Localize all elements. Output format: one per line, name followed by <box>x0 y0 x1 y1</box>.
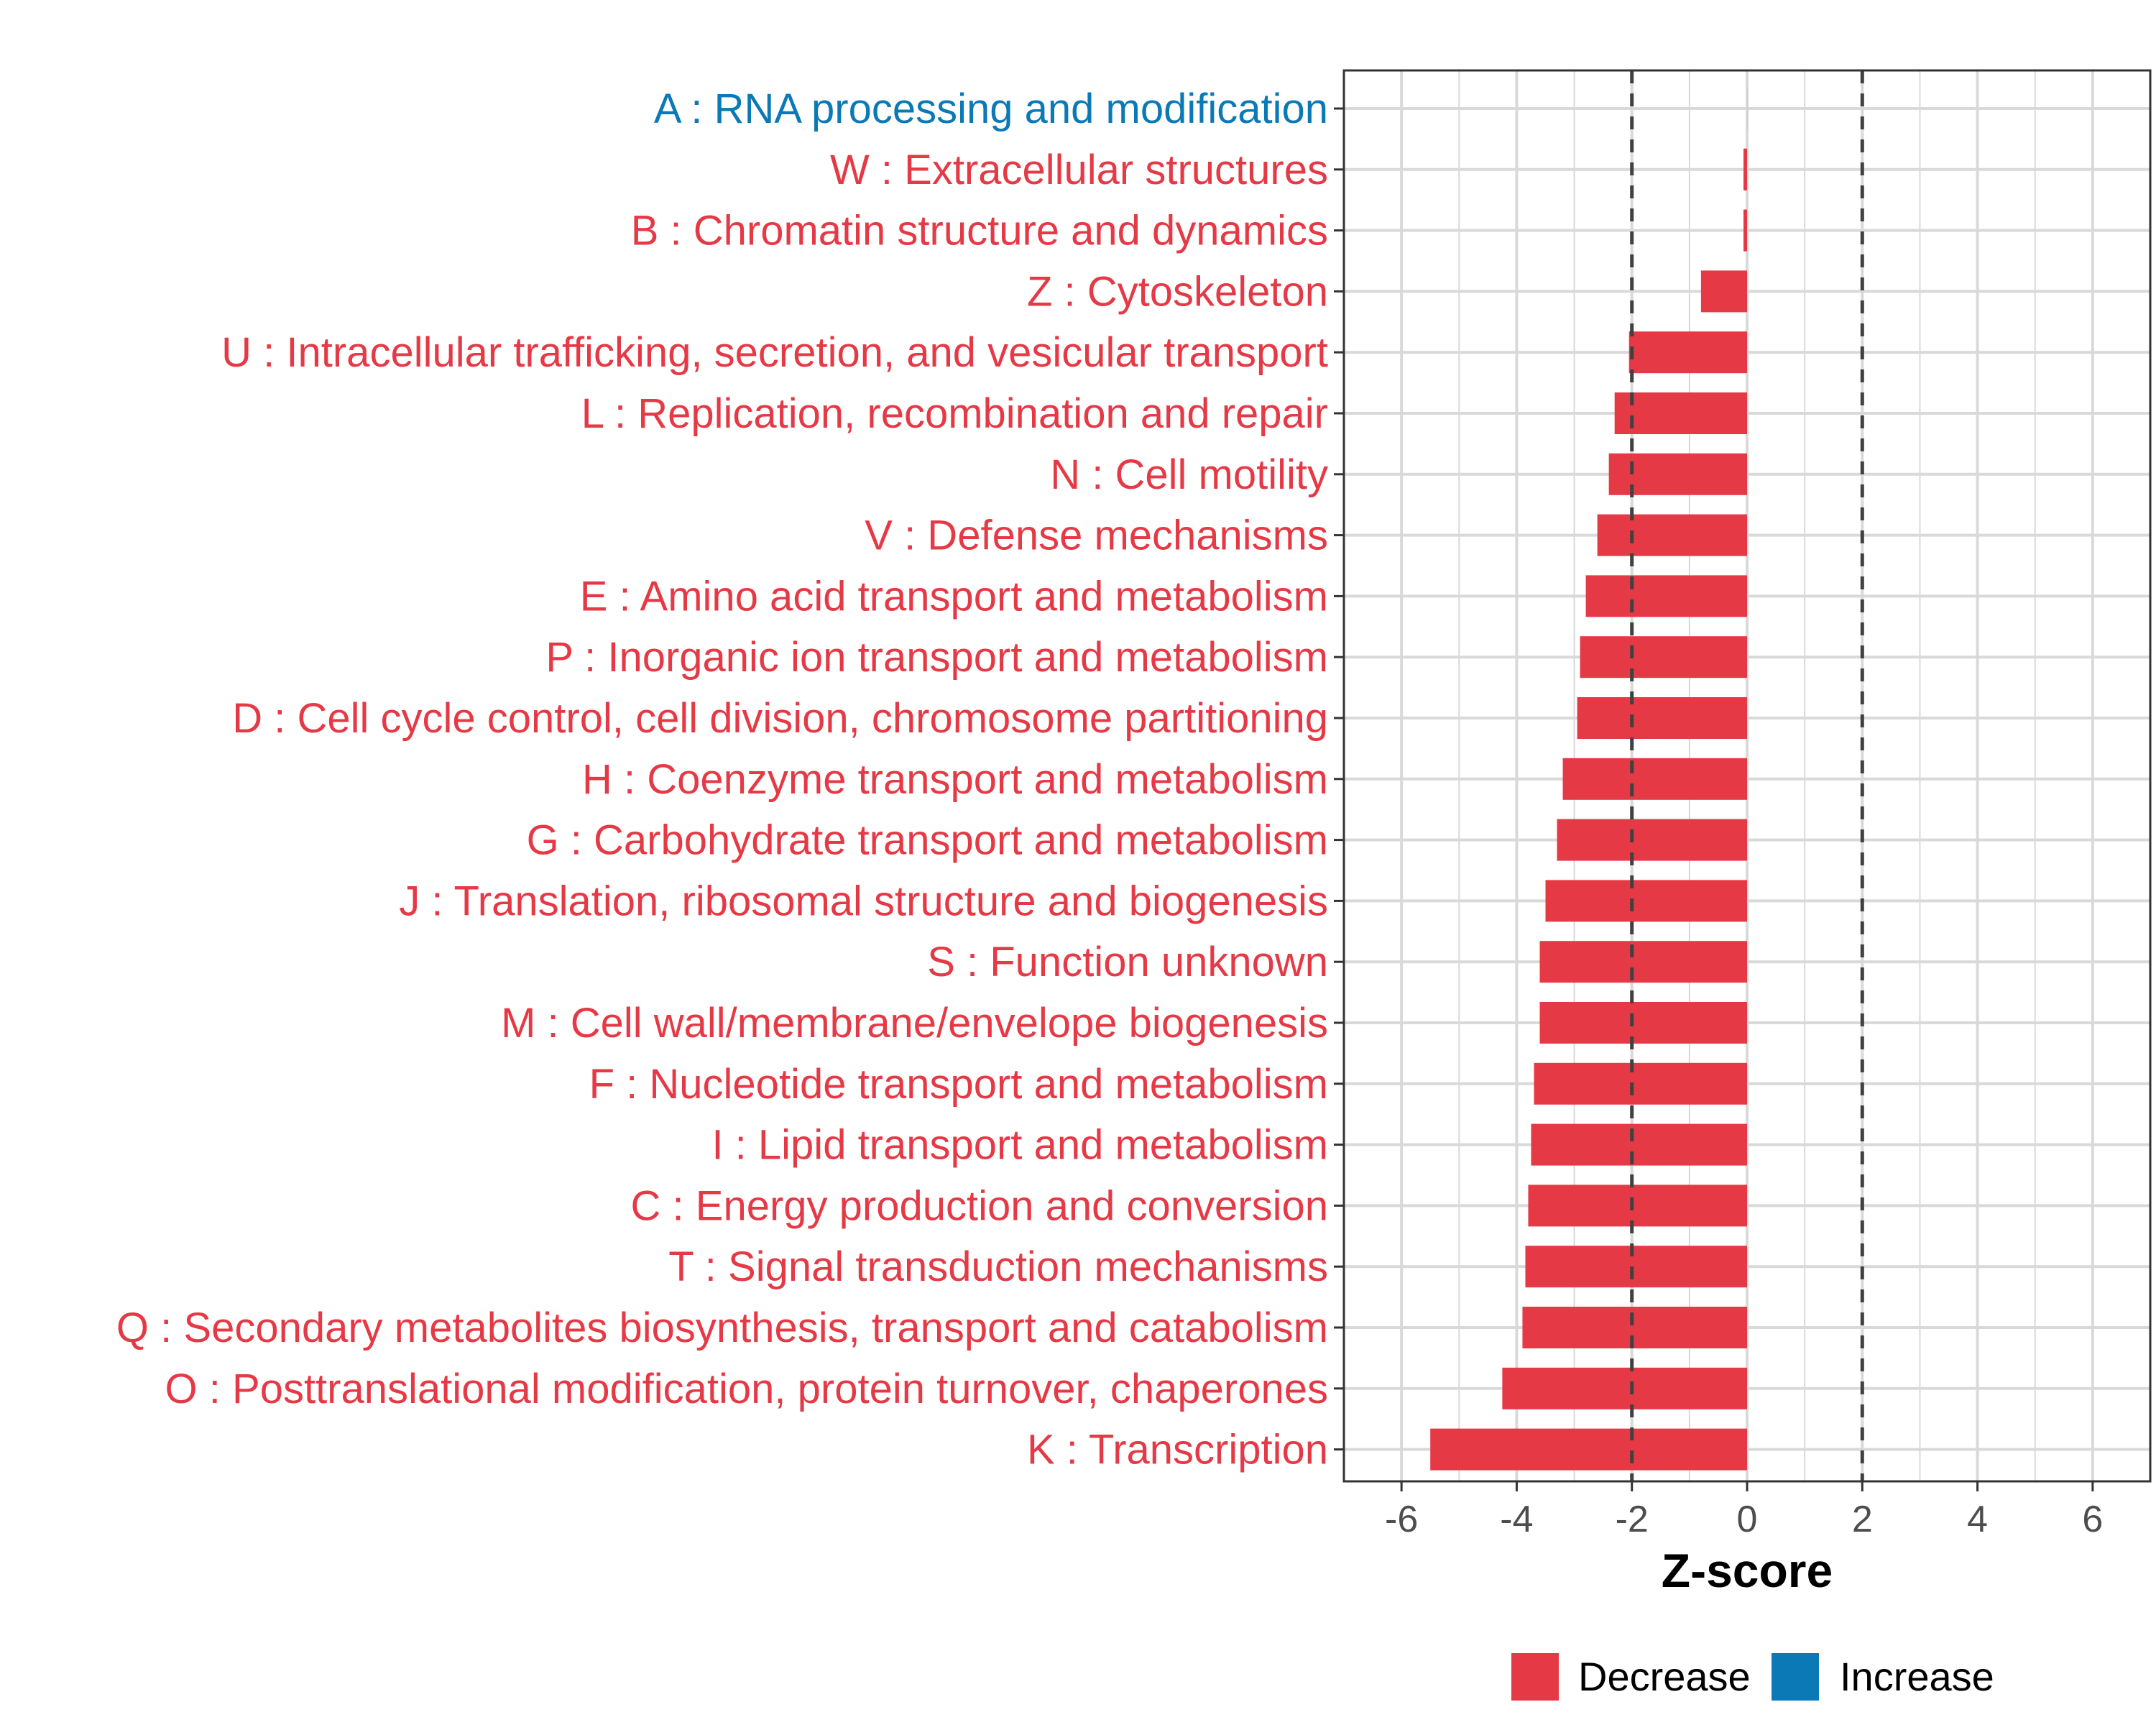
category-label: D : Cell cycle control, cell division, c… <box>232 695 1328 742</box>
category-label: T : Signal transduction mechanisms <box>668 1243 1328 1290</box>
bar <box>1580 636 1747 678</box>
x-tick-label: 6 <box>2082 1499 2103 1540</box>
legend-label-decrease: Decrease <box>1578 1654 1751 1699</box>
x-axis-title: Z-score <box>1662 1544 1833 1597</box>
category-label: Q : Secondary metabolites biosynthesis, … <box>116 1305 1328 1351</box>
x-axis-ticks: -6 -4 -2 0 2 4 6 <box>1385 1481 2103 1540</box>
x-tick-label: 0 <box>1737 1499 1758 1540</box>
bar <box>1608 453 1747 495</box>
bars <box>1430 88 1748 1471</box>
category-label: H : Coenzyme transport and metabolism <box>582 756 1328 803</box>
legend: Decrease Increase <box>1511 1653 1994 1701</box>
category-label: K : Transcription <box>1027 1427 1328 1473</box>
category-label: S : Function unknown <box>927 939 1328 985</box>
category-label: B : Chromatin structure and dynamics <box>631 208 1328 254</box>
bar <box>1577 697 1747 739</box>
bar <box>1545 880 1747 922</box>
bar <box>1539 1002 1747 1044</box>
category-label: L : Replication, recombination and repai… <box>581 390 1328 437</box>
bar <box>1562 758 1747 800</box>
category-label: O : Posttranslational modification, prot… <box>165 1366 1328 1412</box>
bar-hairline <box>1743 209 1747 252</box>
category-label: Z : Cytoskeleton <box>1027 268 1328 315</box>
category-label: N : Cell motility <box>1050 451 1328 498</box>
category-label: E : Amino acid transport and metabolism <box>580 573 1328 620</box>
bar <box>1700 270 1747 313</box>
bar <box>1525 1246 1747 1288</box>
bar <box>1557 819 1747 861</box>
bar <box>1585 575 1747 617</box>
bar <box>1502 1367 1747 1409</box>
bar <box>1430 1428 1747 1471</box>
category-label: M : Cell wall/membrane/envelope biogenes… <box>501 1000 1328 1046</box>
bar <box>1534 1062 1747 1105</box>
category-label: U : Intracellular trafficking, secretion… <box>221 329 1328 376</box>
bar <box>1522 1307 1747 1348</box>
category-label: I : Lipid transport and metabolism <box>711 1122 1328 1169</box>
x-tick-label: -2 <box>1616 1499 1649 1540</box>
legend-label-increase: Increase <box>1840 1654 1994 1699</box>
category-label: G : Carbohydrate transport and metabolis… <box>527 817 1328 864</box>
y-axis-ticks: A : RNA processing and modification W : E… <box>116 86 1344 1473</box>
category-label: C : Energy production and conversion <box>631 1182 1328 1229</box>
legend-swatch-increase <box>1772 1653 1819 1701</box>
bar <box>1614 392 1747 434</box>
bar <box>1528 1184 1747 1227</box>
x-tick-label: 2 <box>1852 1499 1873 1540</box>
bar <box>1628 331 1747 374</box>
category-label: P : Inorganic ion transport and metaboli… <box>545 634 1328 681</box>
legend-swatch-decrease <box>1511 1653 1559 1701</box>
bar <box>1539 941 1747 983</box>
x-tick-label: 4 <box>1967 1499 1988 1540</box>
x-tick-label: -4 <box>1500 1499 1533 1540</box>
bar <box>1597 514 1747 556</box>
category-label: J : Translation, ribosomal structure and… <box>399 878 1328 924</box>
bar-hairline <box>1743 148 1747 190</box>
reference-lines <box>1630 70 1864 1481</box>
category-label: W : Extracellular structures <box>830 147 1328 193</box>
category-label: V : Defense mechanisms <box>865 512 1328 559</box>
category-label: F : Nucleotide transport and metabolism <box>589 1061 1328 1108</box>
category-label: A : RNA processing and modification <box>654 86 1328 132</box>
bar <box>1531 1123 1747 1166</box>
x-tick-label: -6 <box>1385 1499 1418 1540</box>
